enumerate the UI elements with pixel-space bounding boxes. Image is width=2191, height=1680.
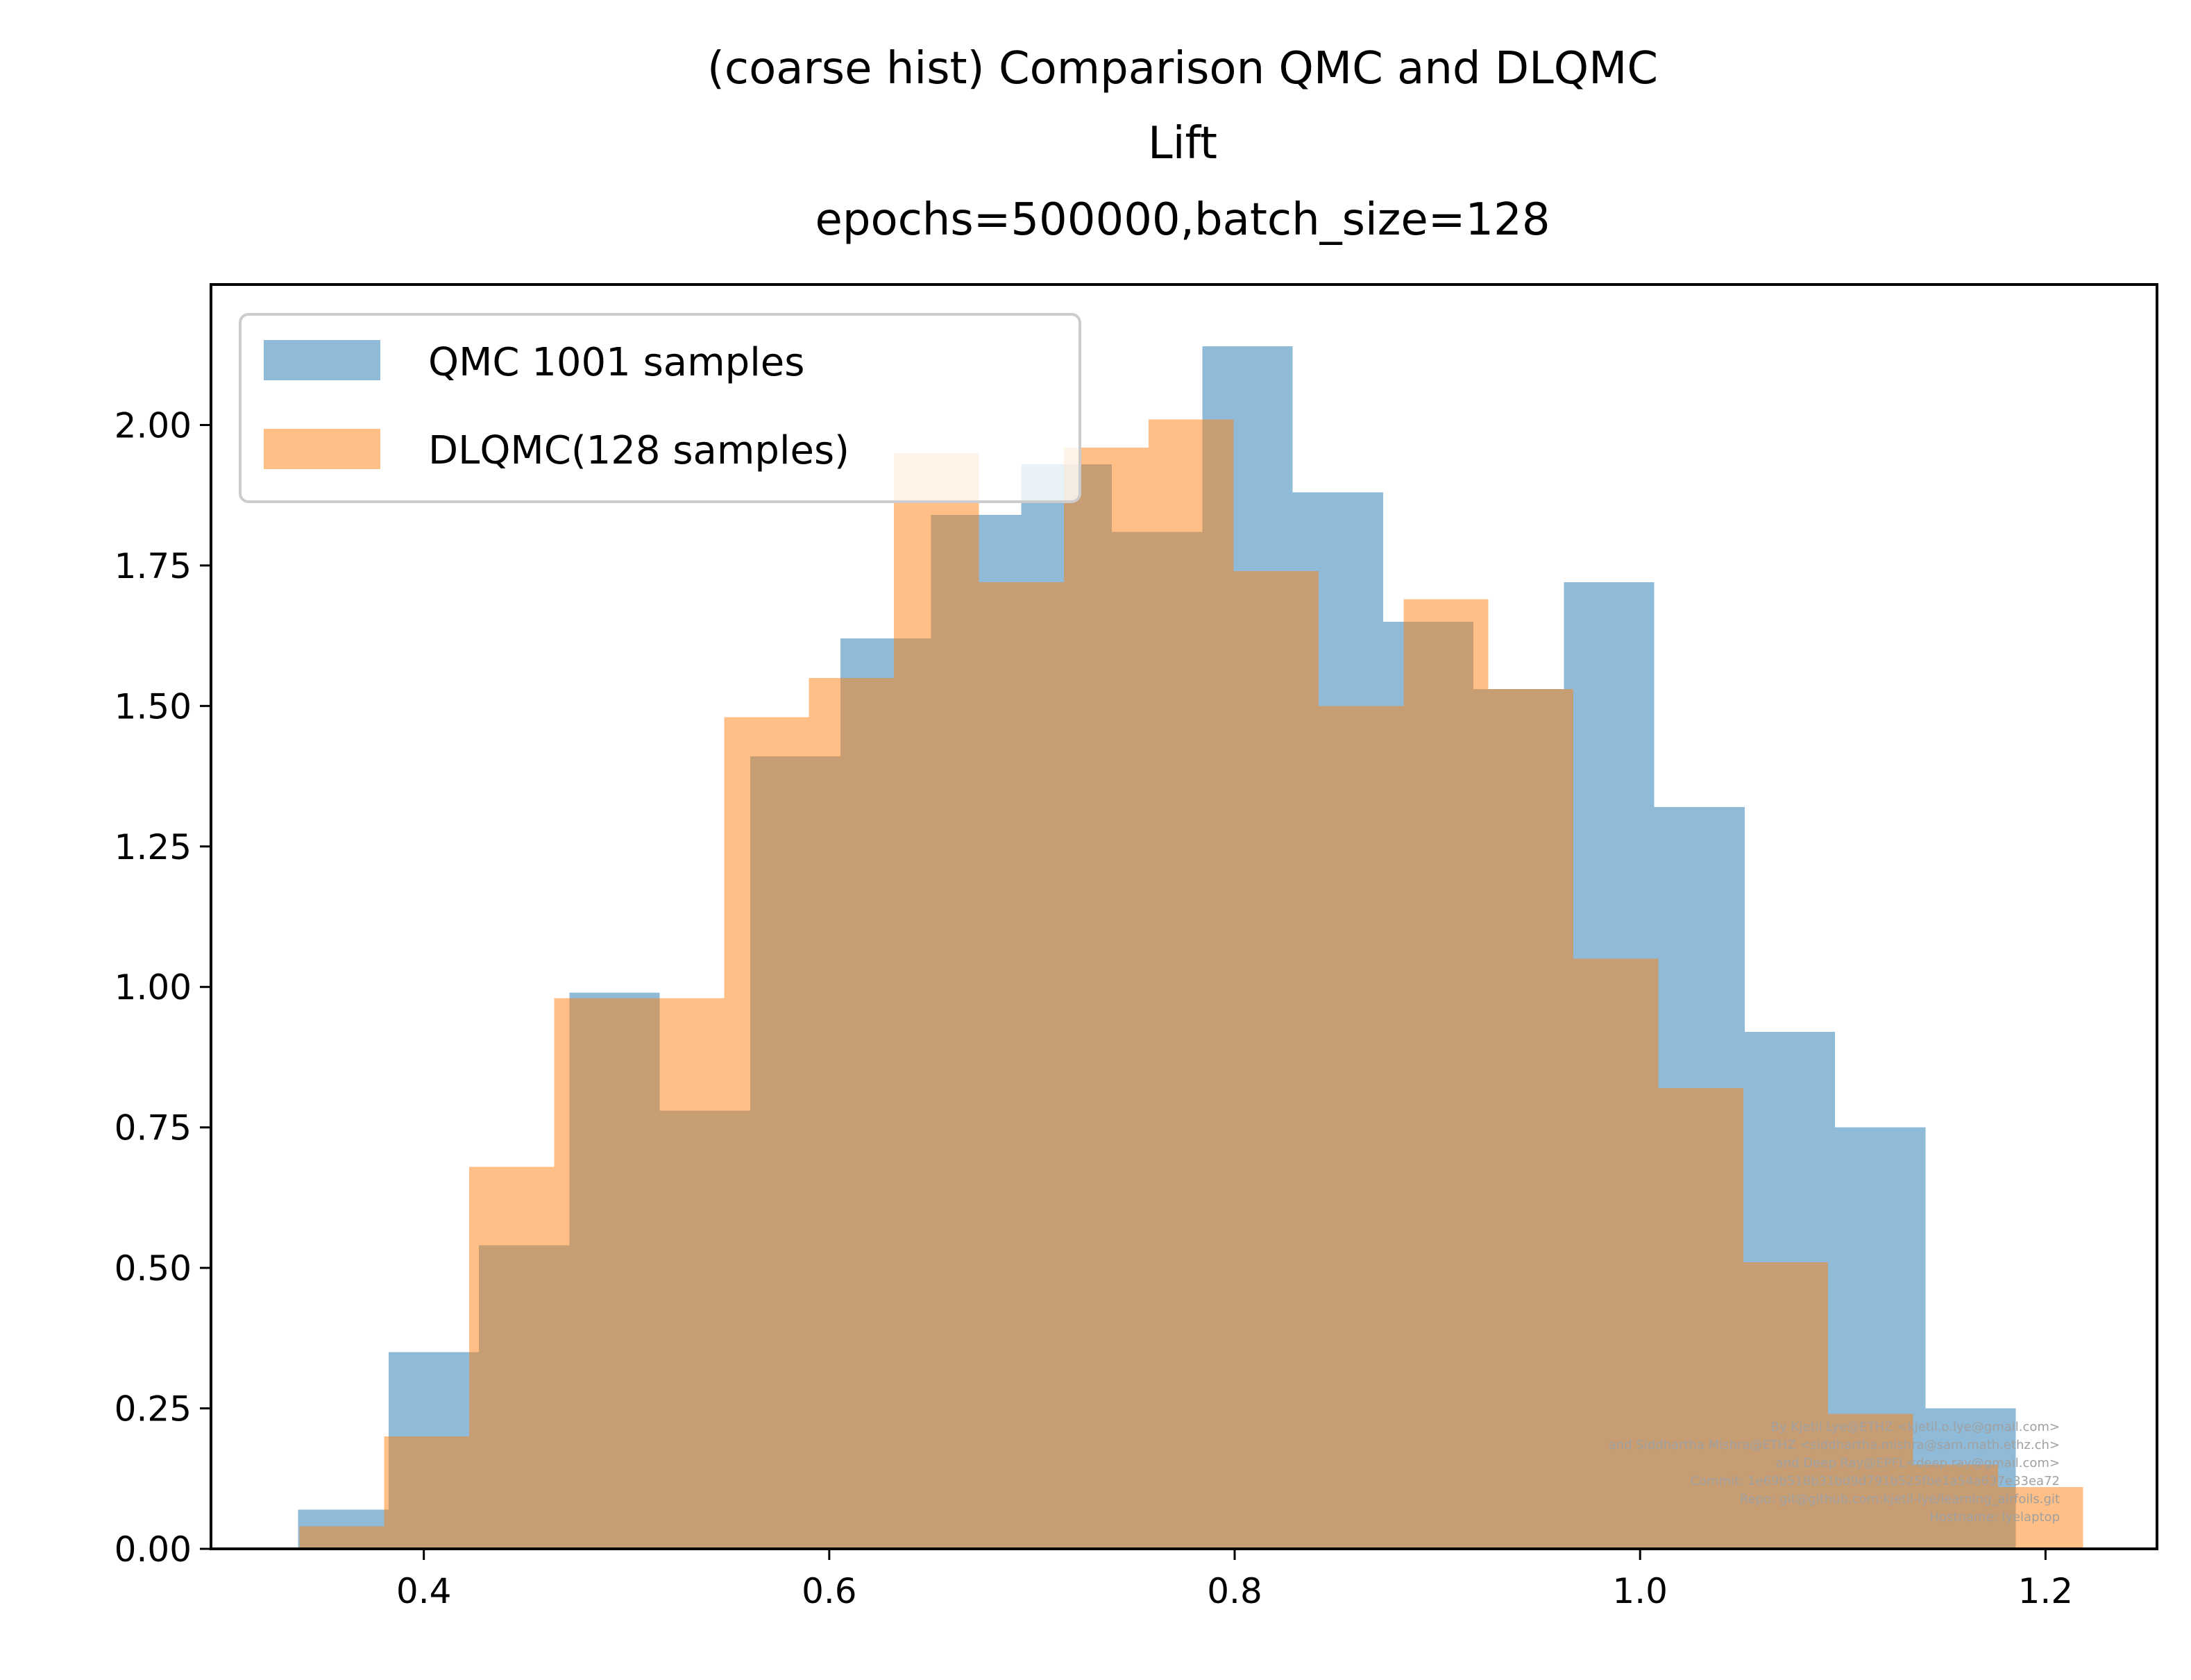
bar-series-1-bin-10 <box>1149 419 1234 1549</box>
bar-series-1-bin-18 <box>1828 1414 1913 1549</box>
bar-series-1-bin-0 <box>299 1526 384 1549</box>
bar-series-1-bin-15 <box>1573 958 1659 1549</box>
legend-swatch-dlqmc <box>264 429 380 469</box>
y-tick-label: 0.75 <box>115 1108 192 1148</box>
bar-series-1-bin-2 <box>469 1166 555 1549</box>
plot-area-frame <box>210 283 2158 1550</box>
legend-label-dlqmc: DLQMC(128 samples) <box>428 428 849 473</box>
x-tick-label: 1.0 <box>1612 1571 1668 1611</box>
legend-label-qmc: QMC 1001 samples <box>428 340 804 385</box>
bar-series-1-bin-9 <box>1063 447 1149 1549</box>
x-tick-label: 1.2 <box>2018 1571 2074 1611</box>
y-tick-label: 0.50 <box>115 1248 192 1289</box>
bar-series-1-bin-7 <box>894 452 979 1549</box>
bar-series-1-bin-17 <box>1743 1262 1829 1549</box>
credits-watermark: By Kjetil Lye@ETHZ <kjetil.o.lye@gmail.c… <box>1609 1420 2060 1525</box>
bar-series-1-bin-12 <box>1318 706 1404 1550</box>
bar-series-1-bin-3 <box>554 998 639 1549</box>
credit-line-4: Commit: 1e69b518b31bd9d791b525fbe1a54a63… <box>1690 1474 2060 1488</box>
bar-series-1-bin-1 <box>384 1436 470 1549</box>
x-tick-label: 0.8 <box>1207 1571 1262 1611</box>
x-axis-ticks: 0.4 0.6 0.8 1.0 1.2 <box>396 1549 2073 1611</box>
y-axis-ticks: 0.00 0.25 0.50 0.75 1.00 1.25 1.50 1.75 2.00 <box>115 405 211 1570</box>
legend: QMC 1001 samples DLQMC(128 samples) <box>239 313 1081 503</box>
bar-series-1-bin-20 <box>1998 1486 2083 1549</box>
bar-series-1-bin-5 <box>724 717 809 1549</box>
y-tick-label: 1.00 <box>115 967 192 1008</box>
bar-series-1-bin-6 <box>809 677 895 1549</box>
credit-line-2: and Siddhartha Mishra@ETHZ <siddhartha.m… <box>1609 1438 2060 1452</box>
y-tick-label: 1.25 <box>115 827 192 867</box>
title-line-1: (coarse hist) Comparison QMC and DLQMC <box>707 43 1658 94</box>
title-line-3: epochs=500000,batch_size=128 <box>815 194 1550 246</box>
legend-frame <box>239 313 1081 503</box>
bar-series-1-bin-14 <box>1488 689 1574 1549</box>
bar-series-1-bin-13 <box>1403 599 1489 1549</box>
bar-series-1-bin-16 <box>1658 1087 1743 1549</box>
series-1-bars <box>299 419 2083 1550</box>
title-line-2: Lift <box>1148 118 1217 169</box>
histogram-bars <box>298 346 2083 1550</box>
bar-series-1-bin-4 <box>638 998 725 1549</box>
chart-title: (coarse hist) Comparison QMC and DLQMC L… <box>707 43 1658 246</box>
credit-line-1: By Kjetil Lye@ETHZ <kjetil.o.lye@gmail.c… <box>1771 1420 2060 1434</box>
credit-line-3: and Deep Ray@EPFL<deep.ray@gmail.com> <box>1776 1456 2060 1470</box>
x-tick-label: 0.4 <box>396 1571 452 1611</box>
credit-line-6: Hostname: lyelaptop <box>1930 1510 2061 1525</box>
y-tick-label: 0.25 <box>115 1389 192 1429</box>
bar-series-1-bin-19 <box>1913 1464 1999 1549</box>
y-tick-label: 0.00 <box>115 1529 192 1570</box>
bar-series-1-bin-11 <box>1233 570 1319 1549</box>
y-tick-label: 1.75 <box>115 546 192 586</box>
credit-line-5: Repo: git@github.com:kjetil-lye/learning… <box>1740 1492 2060 1507</box>
x-tick-label: 0.6 <box>802 1571 857 1611</box>
legend-swatch-qmc <box>264 340 380 380</box>
y-tick-label: 2.00 <box>115 405 192 446</box>
bar-series-1-bin-8 <box>979 582 1064 1549</box>
y-tick-label: 1.50 <box>115 686 192 727</box>
